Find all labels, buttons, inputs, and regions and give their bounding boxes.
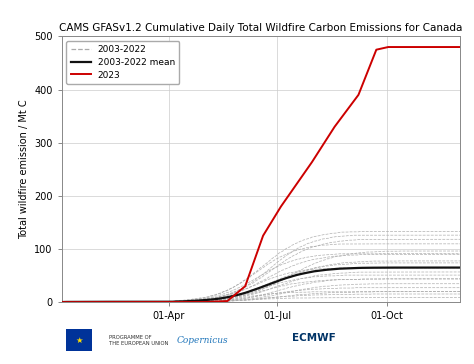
Title: CAMS GFASv1.2 Cumulative Daily Total Wildfire Carbon Emissions for Canada: CAMS GFASv1.2 Cumulative Daily Total Wil… <box>59 23 463 33</box>
Bar <box>66 329 92 351</box>
Text: Copernicus: Copernicus <box>177 336 228 345</box>
Text: ★: ★ <box>75 336 83 345</box>
Text: PROGRAMME OF
THE EUROPEAN UNION: PROGRAMME OF THE EUROPEAN UNION <box>109 335 168 346</box>
Text: ECMWF: ECMWF <box>292 333 336 343</box>
Legend: 2003-2022, 2003-2022 mean, 2023: 2003-2022, 2003-2022 mean, 2023 <box>66 41 180 84</box>
Y-axis label: Total wildfire emission / Mt C: Total wildfire emission / Mt C <box>18 99 28 239</box>
